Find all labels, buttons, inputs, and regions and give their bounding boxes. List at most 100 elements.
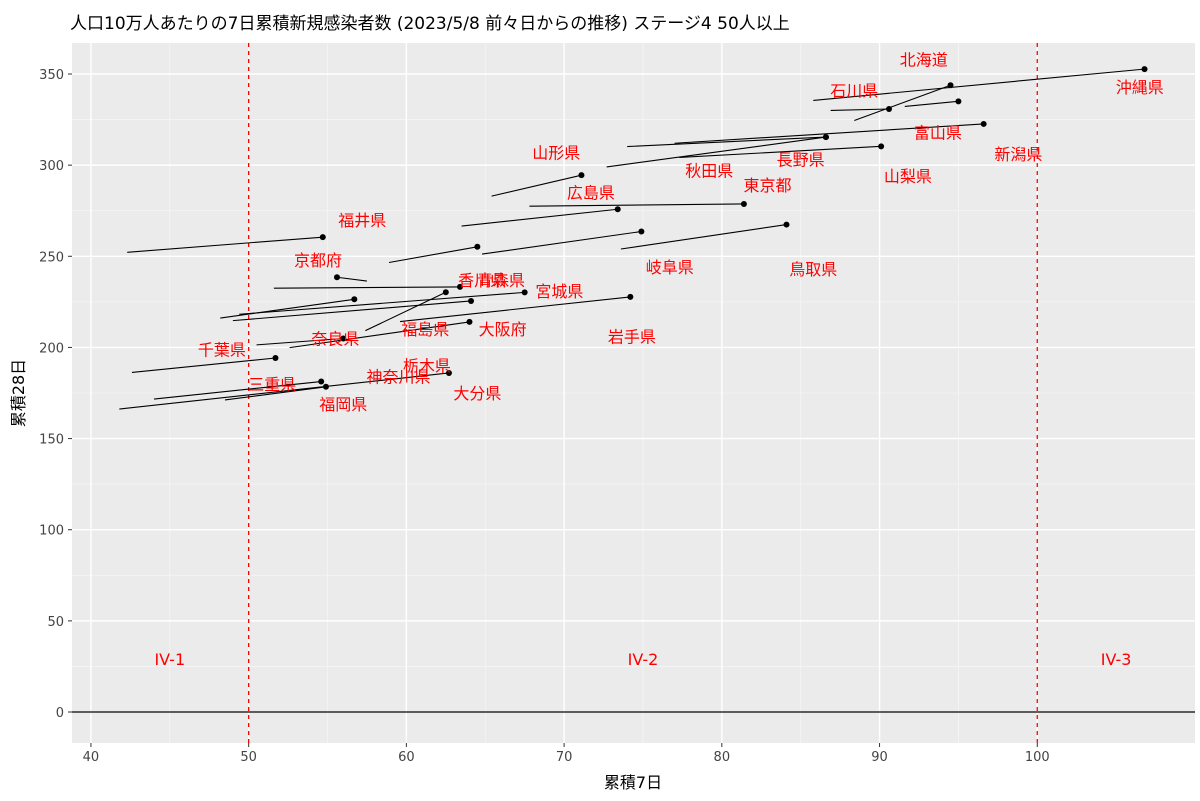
trajectory-line [336, 276, 368, 282]
trajectory-line [232, 300, 472, 322]
current-point [351, 296, 358, 303]
current-point [947, 82, 954, 89]
prefecture-label: 京都府 [294, 251, 342, 270]
prefecture-label: 東京都 [744, 176, 792, 195]
prefecture-label: 香川県 [458, 271, 506, 290]
prefecture-label: 沖縄県 [1116, 78, 1164, 97]
axes: 40 50 60 70 80 90 100 0 50 100 150 200 250 300 350 [39, 68, 1050, 765]
trajectory-line [606, 136, 826, 168]
current-point [1141, 66, 1148, 73]
trajectory-line [289, 321, 470, 349]
series-layer [119, 66, 1148, 410]
x-axis-title: 累積7日 [604, 773, 662, 792]
trajectory-line [239, 291, 525, 315]
current-point [878, 143, 885, 150]
current-point [578, 172, 585, 179]
y-axis-title: 累積28日 [9, 359, 28, 427]
trajectory-line [854, 84, 951, 121]
prefecture-label: 福島県 [401, 320, 449, 339]
current-point [442, 289, 449, 296]
trajectory-line [529, 203, 744, 207]
trajectory-line [830, 108, 890, 111]
prefecture-label: 大阪府 [479, 320, 527, 339]
current-point [318, 378, 325, 385]
current-point [955, 98, 962, 105]
trajectory-line [153, 380, 322, 400]
trajectory-line [220, 298, 355, 319]
x-tick-label: 80 [714, 750, 731, 765]
stage-label: IV-1 [154, 650, 185, 669]
prefecture-label: 三重県 [248, 375, 296, 394]
current-point [638, 228, 645, 235]
prefecture-label: 北海道 [900, 50, 948, 69]
current-point [333, 274, 340, 281]
prefecture-label: 新潟県 [994, 145, 1042, 164]
current-point [822, 134, 829, 141]
trajectory-line [388, 246, 478, 264]
y-tick-label: 150 [39, 433, 64, 448]
x-tick-label: 50 [240, 750, 257, 765]
reference-lines [72, 43, 1195, 743]
current-point [474, 243, 481, 250]
prefecture-label: 福岡県 [319, 395, 367, 414]
prefecture-label: 奈良県 [311, 329, 359, 348]
current-point [272, 355, 279, 361]
trajectory-line [400, 296, 631, 323]
prefecture-label: 長野県 [777, 151, 825, 170]
prefecture-label: 神奈川県 [366, 368, 430, 387]
prefecture-label: 栃木県 [403, 357, 451, 376]
trajectory-line [365, 291, 447, 332]
prefecture-label: 福井県 [338, 211, 386, 230]
trajectory-line [679, 145, 882, 159]
prefecture-label: 山形県 [532, 143, 580, 162]
y-tick-label: 100 [39, 524, 64, 539]
y-tick-label: 200 [39, 341, 64, 356]
grid-lines [72, 43, 1195, 743]
stage-label: IV-3 [1101, 650, 1132, 669]
prefecture-label: 富山県 [914, 123, 962, 142]
current-point [445, 369, 452, 376]
current-point [457, 283, 464, 290]
current-point [466, 318, 473, 325]
current-point [340, 335, 347, 342]
current-point [468, 297, 475, 304]
y-tick-label: 50 [47, 615, 64, 630]
prefecture-label: 鳥取県 [789, 260, 837, 279]
current-point [886, 105, 893, 112]
trajectory-line [491, 174, 582, 197]
trajectory-line [224, 386, 327, 401]
current-point [980, 120, 987, 127]
x-tick-label: 100 [1025, 750, 1050, 765]
prefecture-label: 千葉県 [198, 340, 246, 359]
current-point [614, 206, 621, 213]
x-tick-label: 70 [556, 750, 573, 765]
y-tick-label: 250 [39, 250, 64, 265]
y-tick-label: 350 [39, 68, 64, 83]
trajectory-line [273, 286, 461, 289]
prefecture-label: 宮城県 [535, 282, 583, 301]
prefecture-label: 岩手県 [608, 327, 656, 346]
trajectory-line [674, 123, 984, 144]
prefecture-label: 青森県 [477, 271, 525, 290]
y-tick-label: 0 [56, 706, 64, 721]
y-tick-label: 300 [39, 159, 64, 174]
trajectory-line [904, 100, 959, 107]
stage-labels: IV-1 IV-2 IV-3 [154, 650, 1131, 669]
trajectory-line [482, 230, 642, 255]
prefecture-label: 石川県 [830, 81, 878, 100]
prefecture-label: 秋田県 [685, 162, 733, 181]
trajectory-line [461, 208, 618, 227]
x-tick-label: 40 [83, 750, 100, 765]
trajectory-line [119, 372, 450, 410]
trajectory-line [620, 224, 787, 250]
current-point [521, 289, 528, 296]
stage-label: IV-2 [628, 650, 659, 669]
trajectory-line [627, 136, 826, 148]
current-point [783, 221, 790, 228]
trajectory-line [127, 236, 323, 253]
trajectory-line [813, 68, 1145, 101]
prefecture-label: 山梨県 [884, 167, 932, 186]
trajectory-line [131, 357, 276, 373]
